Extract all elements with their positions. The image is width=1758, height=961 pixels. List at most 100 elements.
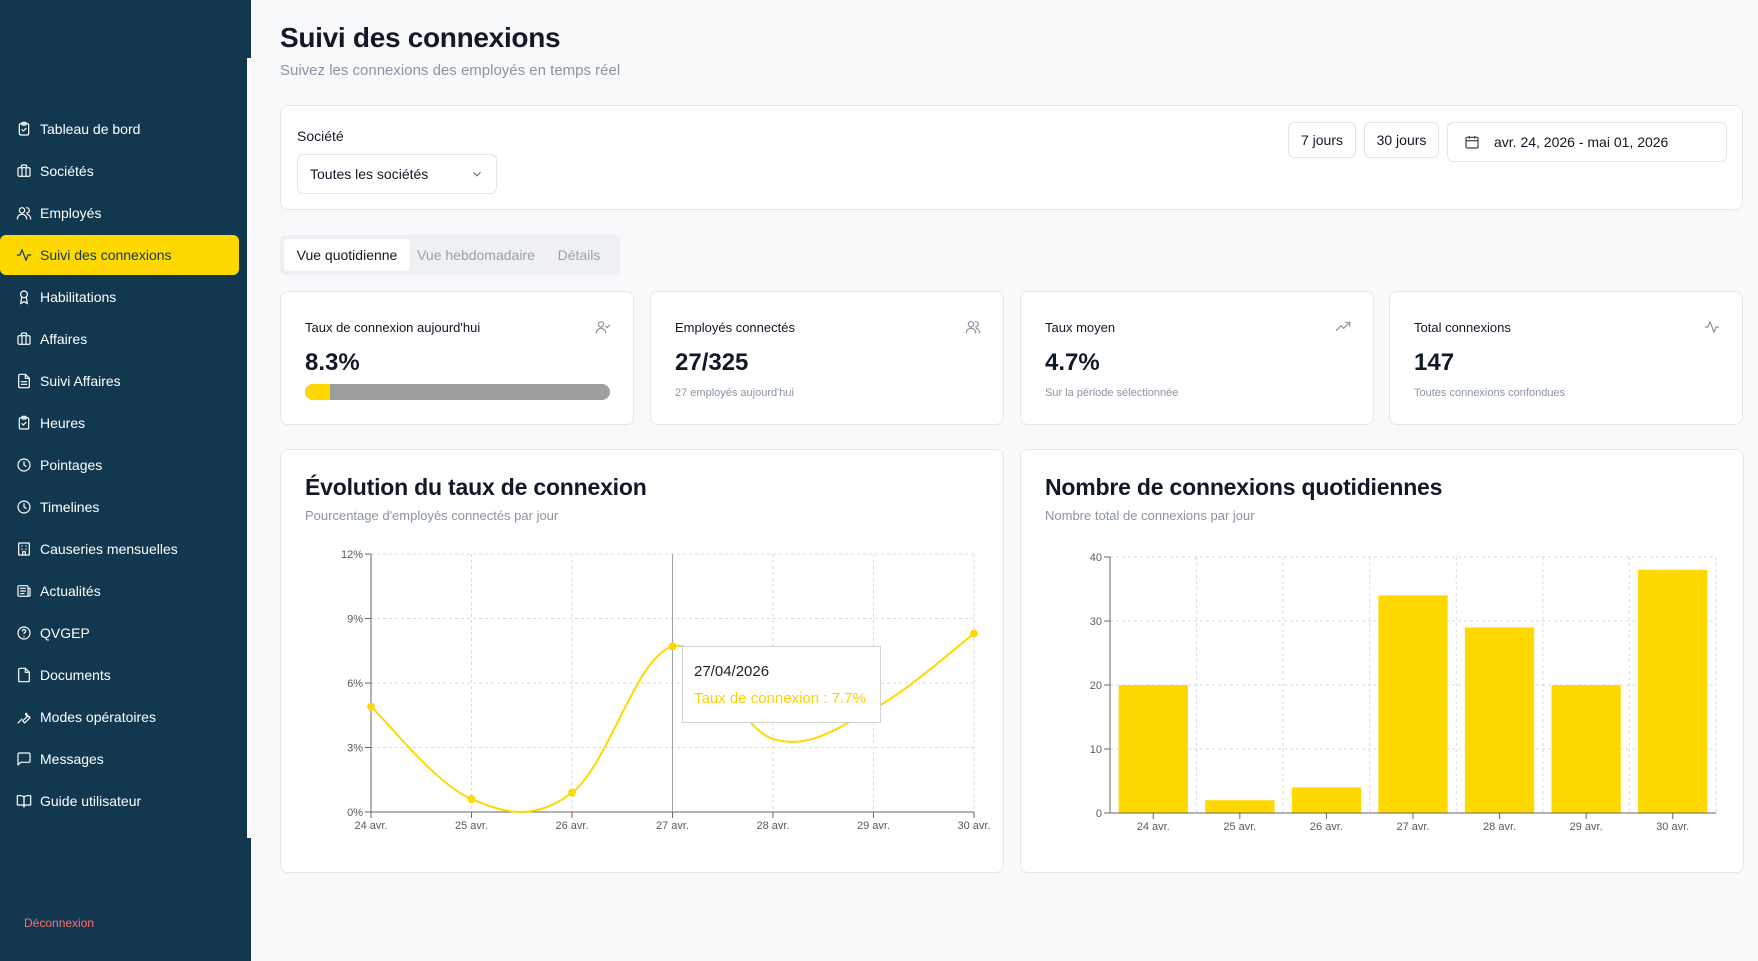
progress-fill xyxy=(305,384,331,400)
data-point xyxy=(970,629,978,638)
stat-value: 147 xyxy=(1414,349,1455,376)
sidebar-item-habilitations[interactable]: Habilitations xyxy=(0,277,239,317)
sidebar-item-label: Suivi des connexions xyxy=(40,247,172,263)
sidebar-item-messages[interactable]: Messages xyxy=(0,739,239,779)
sidebar-item-label: Guide utilisateur xyxy=(40,793,142,809)
y-tick-label: 6% xyxy=(347,678,363,690)
sidebar-item-label: Timelines xyxy=(40,499,100,515)
y-tick-label: 12% xyxy=(341,549,363,561)
stat-sub: Toutes connexions confondues xyxy=(1414,387,1566,399)
sidebar-item-suivi-affaires[interactable]: Suivi Affaires xyxy=(0,361,239,401)
30-days-button[interactable]: 30 jours xyxy=(1364,122,1439,158)
company-filter-label: Société xyxy=(297,128,344,144)
stat-card-total-connections: Total connexions 147 Toutes connexions c… xyxy=(1389,291,1743,425)
sidebar-item-label: Pointages xyxy=(40,457,103,473)
y-tick-label: 0 xyxy=(1096,808,1102,820)
sidebar-item-documents[interactable]: Documents xyxy=(0,655,239,695)
bar xyxy=(1205,800,1275,813)
calendar-icon xyxy=(1465,136,1479,149)
x-tick-label: 25 avr. xyxy=(1223,821,1256,833)
x-tick-label: 26 avr. xyxy=(1310,821,1343,833)
sidebar-item-qvgep[interactable]: QVGEP xyxy=(0,613,239,653)
newspaper-icon xyxy=(16,583,32,599)
users-icon xyxy=(16,205,32,221)
sidebar-item-label: Habilitations xyxy=(40,289,117,305)
x-tick-label: 27 avr. xyxy=(656,820,689,832)
sidebar-item-actualites[interactable]: Actualités xyxy=(0,571,239,611)
sidebar-item-causeries-mensuelles[interactable]: Causeries mensuelles xyxy=(0,529,239,569)
x-tick-label: 30 avr. xyxy=(1656,821,1689,833)
tooltip-value: Taux de connexion : 7.7% xyxy=(694,690,866,707)
connection-rate-progress-bar xyxy=(305,384,610,400)
car-icon xyxy=(16,835,32,838)
line-chart-card: 0% 3% 6% 9% 12% 24 avr. 25 avr. 26 avr. 27 avr. 2… xyxy=(280,449,1004,873)
y-tick-label: 0% xyxy=(347,807,363,819)
stat-label: Taux de connexion aujourd'hui xyxy=(305,320,481,335)
file-icon xyxy=(16,667,32,683)
company-select[interactable]: Toutes les sociétés xyxy=(297,154,497,194)
line-chart: 0% 3% 6% 9% 12% 24 avr. 25 avr. 26 avr. 27 avr. 2… xyxy=(341,549,991,832)
chevron-down-icon xyxy=(473,171,481,177)
7-days-button[interactable]: 7 jours xyxy=(1288,122,1356,158)
data-point xyxy=(367,702,375,711)
sidebar-item-societes[interactable]: Sociétés xyxy=(0,151,239,191)
y-tick-label: 9% xyxy=(347,614,363,626)
sidebar-item-modes-operatoires[interactable]: Modes opératoires xyxy=(0,697,239,737)
data-point xyxy=(668,642,677,651)
sidebar: Tableau de bord Sociétés Employés Suivi des… xyxy=(0,0,251,961)
activity-icon xyxy=(16,247,32,263)
bar xyxy=(1291,787,1362,813)
file-text-icon xyxy=(16,373,32,389)
logout-button[interactable]: Déconnexion xyxy=(24,916,95,930)
stat-value: 27/325 xyxy=(675,349,749,376)
page-title: Suivi des connexions xyxy=(280,22,561,53)
sidebar-header xyxy=(0,0,251,58)
date-range-picker[interactable]: avr. 24, 2026 - mai 01, 2026 xyxy=(1447,122,1727,162)
x-tick-label: 28 avr. xyxy=(756,820,789,832)
sidebar-item-label: Employés xyxy=(40,205,102,221)
sidebar-item-label: QVGEP xyxy=(40,625,90,641)
bar xyxy=(1378,595,1448,813)
sidebar-item-guide-utilisateur[interactable]: Guide utilisateur xyxy=(0,781,239,821)
chart-subtitle: Nombre total de connexions par jour xyxy=(1045,508,1255,523)
company-select-value: Toutes les sociétés xyxy=(310,166,429,182)
sidebar-item-label: Actualités xyxy=(40,583,101,599)
data-point xyxy=(568,788,576,797)
bar xyxy=(1118,685,1188,813)
stat-card-connected-employees: Employés connectés 27/325 27 employés au… xyxy=(650,291,1004,425)
x-tick-label: 28 avr. xyxy=(1483,821,1516,833)
y-tick-label: 3% xyxy=(347,743,363,755)
bar xyxy=(1464,627,1535,813)
user-check-icon xyxy=(595,319,611,335)
date-range-value: avr. 24, 2026 - mai 01, 2026 xyxy=(1494,134,1669,150)
sidebar-item-label: Messages xyxy=(40,751,104,767)
wrench-icon xyxy=(16,709,32,725)
tooltip-date: 27/04/2026 xyxy=(694,663,770,680)
sidebar-item-employes[interactable]: Employés xyxy=(0,193,239,233)
sidebar-item-heures[interactable]: Heures xyxy=(0,403,239,443)
x-tick-label: 30 avr. xyxy=(957,820,990,832)
clipboard-check-icon xyxy=(16,415,32,431)
x-tick-label: 27 avr. xyxy=(1396,821,1429,833)
sidebar-item-pointages[interactable]: Pointages xyxy=(0,445,239,485)
sidebar-item-affaires[interactable]: Affaires xyxy=(0,319,239,359)
tab-daily[interactable]: Vue quotidienne xyxy=(284,239,410,271)
clipboard-check-icon xyxy=(16,121,32,137)
x-tick-label: 29 avr. xyxy=(857,820,890,832)
sidebar-item-tableau-de-bord[interactable]: Tableau de bord xyxy=(0,109,239,149)
tab-details[interactable]: Détails xyxy=(557,247,601,263)
sidebar-item-timelines[interactable]: Timelines xyxy=(0,487,239,527)
sidebar-item-label: Fleet Pro xyxy=(40,835,97,838)
stat-label: Total connexions xyxy=(1414,320,1511,335)
sidebar-item-fleet-pro[interactable]: Fleet Pro xyxy=(0,823,239,838)
sidebar-item-suivi-des-connexions[interactable]: Suivi des connexions xyxy=(0,235,239,275)
tab-weekly[interactable]: Vue hebdomadaire xyxy=(417,247,535,263)
bar xyxy=(1638,569,1708,813)
sidebar-scrollbar[interactable] xyxy=(247,58,251,838)
filter-card: Société Toutes les sociétés 7 jours 30 j… xyxy=(280,105,1743,210)
stat-value: 4.7% xyxy=(1045,349,1100,376)
stat-value: 8.3% xyxy=(305,349,360,376)
y-tick-label: 10 xyxy=(1090,744,1102,756)
data-point xyxy=(467,795,476,804)
stat-label: Employés connectés xyxy=(675,320,795,335)
